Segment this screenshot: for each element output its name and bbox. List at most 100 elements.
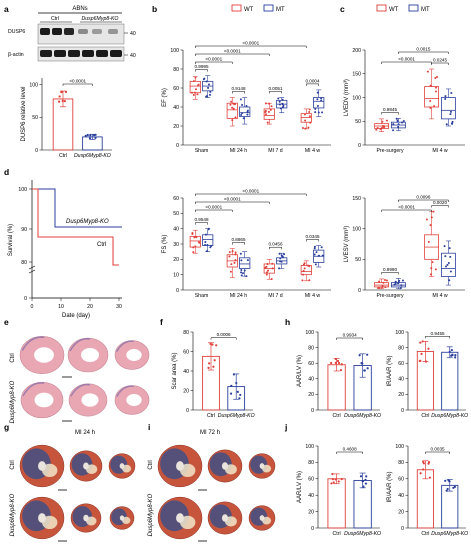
data-point	[280, 260, 283, 263]
lvedv-box-plot: 0 50 100 150 200 LVEDV (mm³) Pre-surgery MI 4 w…	[344, 47, 465, 154]
legend-wt: WT	[244, 7, 254, 13]
tick-label: 80	[398, 345, 404, 351]
data-point	[427, 240, 430, 243]
y-axis-label: AAR/LV (%)	[297, 355, 303, 387]
data-point	[239, 98, 242, 101]
lumen	[119, 463, 125, 469]
bar	[327, 478, 346, 529]
lvesv-box-plot: 0 50 100 150 LVESV (mm³) Pre-surgery MI 4 w 0.9…	[344, 195, 465, 299]
significance-bracket	[398, 51, 449, 54]
data-point	[271, 262, 274, 265]
panel-label-e: e	[4, 317, 9, 327]
data-point	[321, 254, 324, 257]
data-point	[381, 120, 384, 123]
data-point	[359, 475, 363, 478]
data-point	[229, 103, 232, 106]
box	[202, 234, 214, 246]
tick-label: 60	[398, 477, 404, 483]
data-point	[434, 90, 437, 93]
box	[300, 265, 312, 276]
blot-group-ctrl: Ctrl	[51, 16, 59, 22]
tick-label: 40	[173, 105, 179, 111]
data-point	[433, 105, 436, 108]
y-axis-label: IR/AAR (%)	[387, 471, 393, 502]
tick-label: 20	[173, 124, 179, 130]
data-point	[241, 112, 244, 115]
data-point	[93, 134, 96, 137]
data-point	[454, 354, 457, 357]
band	[40, 28, 50, 35]
category-label: MI 4 w	[432, 293, 448, 299]
tick-label: 80	[308, 345, 314, 351]
tick-label: 80	[173, 67, 179, 73]
data-point	[336, 359, 340, 363]
data-point	[451, 122, 454, 125]
fs-box-plot: 0 10 20 30 40 50 60 FS (%) Sham MI 24 h MI 7 d MI 4…	[162, 189, 331, 299]
data-point	[205, 95, 208, 98]
data-point	[313, 253, 316, 256]
category-label: Ctrl	[333, 531, 341, 537]
tick-label: 60	[173, 196, 179, 202]
band	[40, 50, 52, 57]
data-point	[453, 485, 457, 488]
tick-label: 0	[401, 408, 404, 414]
data-point	[435, 86, 438, 89]
data-point	[206, 243, 209, 246]
tick-label: 100	[305, 444, 314, 450]
significance-bracket	[336, 451, 363, 454]
ventricle-lumen	[126, 349, 142, 361]
data-point	[281, 106, 284, 109]
data-point	[94, 136, 97, 139]
data-point	[429, 100, 432, 103]
data-point	[366, 367, 369, 370]
data-point	[449, 255, 452, 258]
data-point	[448, 247, 451, 250]
tick-label: 0	[186, 408, 189, 414]
band	[108, 29, 118, 34]
tick: 0	[31, 304, 34, 310]
box	[440, 97, 456, 120]
box	[189, 80, 201, 94]
data-point	[316, 98, 319, 101]
data-point	[266, 263, 269, 266]
panel-label-j: j	[284, 422, 287, 432]
data-point	[231, 119, 234, 122]
lumen	[176, 461, 184, 471]
tick: 0	[24, 296, 27, 302]
data-point	[450, 92, 453, 95]
data-point	[243, 269, 246, 272]
data-point	[58, 95, 61, 98]
category-label: Dusp6Myp8-KO	[74, 153, 111, 159]
data-point	[207, 228, 210, 231]
tick-label: 200	[352, 48, 361, 54]
box	[313, 97, 325, 109]
blot-label-dusp6: DUSP6	[8, 29, 25, 35]
data-point	[192, 93, 195, 96]
p-value: 0.0006	[217, 332, 231, 337]
category-label: Ctrl	[59, 153, 67, 159]
data-point	[331, 478, 334, 481]
p-value: <0.0001	[242, 189, 259, 194]
data-point	[89, 134, 92, 137]
y-axis-label: LVESV (mm³)	[344, 226, 350, 263]
panel-label-c: c	[340, 4, 345, 14]
data-point	[205, 80, 208, 83]
lumen	[38, 513, 46, 523]
category-label: Sham	[195, 148, 209, 154]
aar-lv-bar-chart: 0 20 40 60 80 100 AAR/LV (%) Ctrl Dusp6Myp8-KO 0.…	[297, 330, 381, 419]
data-point	[195, 236, 198, 239]
significance-bracket	[381, 61, 432, 64]
tick-label: 0	[176, 288, 179, 294]
data-point	[451, 120, 454, 123]
x-axis-label: Date (day)	[62, 313, 90, 319]
data-point	[382, 281, 385, 284]
data-point	[267, 110, 270, 113]
significance-bracket	[195, 45, 307, 48]
data-point	[207, 83, 210, 86]
box	[263, 108, 275, 120]
p-value: 0.0096	[416, 195, 430, 200]
band	[92, 29, 102, 34]
data-point	[334, 361, 337, 365]
data-point	[266, 121, 269, 124]
category-label: Ctrl	[421, 413, 429, 419]
